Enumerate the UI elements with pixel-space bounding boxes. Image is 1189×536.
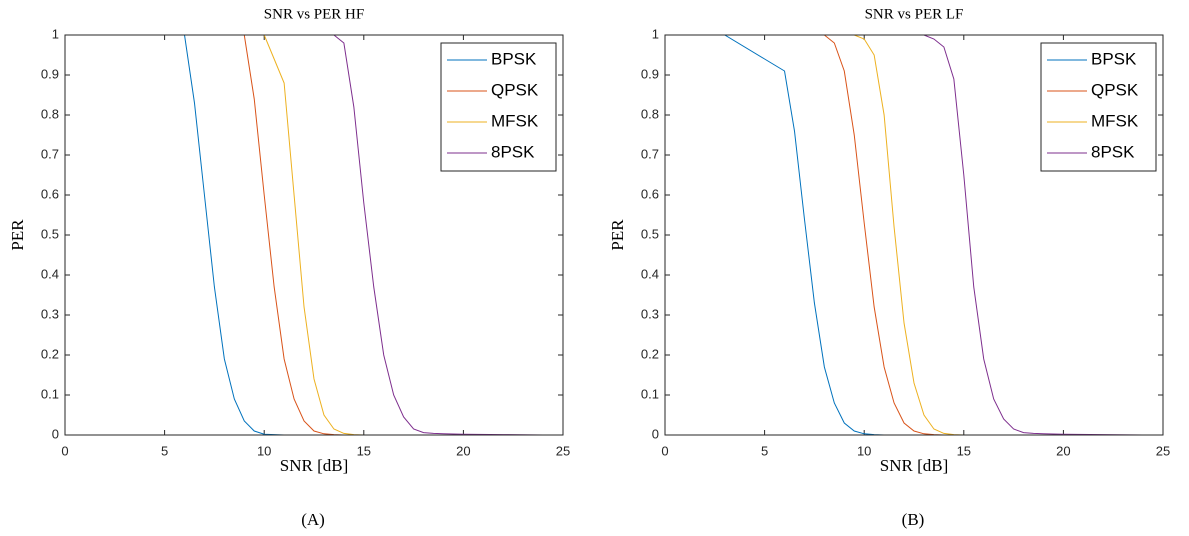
legend-label: MFSK xyxy=(1091,111,1139,130)
y-tick-label: 0 xyxy=(652,426,659,441)
x-tick-label: 25 xyxy=(556,443,570,458)
legend-label: MFSK xyxy=(491,111,539,130)
x-axis-label: SNR [dB] xyxy=(280,456,348,475)
x-tick-label: 0 xyxy=(61,443,68,458)
y-tick-label: 0.2 xyxy=(641,346,659,361)
y-tick-label: 0.7 xyxy=(41,146,59,161)
caption: (A) xyxy=(301,510,325,529)
legend-label: BPSK xyxy=(491,49,537,68)
chart-title: SNR vs PER LF xyxy=(865,6,964,22)
x-tick-label: 0 xyxy=(661,443,668,458)
caption: (B) xyxy=(902,510,925,529)
y-tick-label: 0.7 xyxy=(641,146,659,161)
legend-box xyxy=(440,42,557,172)
legend-label: QPSK xyxy=(491,80,539,99)
x-tick-label: 15 xyxy=(957,443,971,458)
legend-label: BPSK xyxy=(1091,49,1137,68)
y-tick-label: 0.9 xyxy=(641,66,659,81)
x-tick-label: 10 xyxy=(857,443,871,458)
y-tick-label: 0.6 xyxy=(41,186,59,201)
axes-box xyxy=(64,34,564,436)
y-tick-label: 0.2 xyxy=(41,346,59,361)
x-tick-label: 25 xyxy=(1156,443,1170,458)
chart-title: SNR vs PER HF xyxy=(264,6,364,22)
y-tick-label: 0.9 xyxy=(41,66,59,81)
x-tick-label: 10 xyxy=(257,443,271,458)
y-tick-label: 1 xyxy=(652,26,659,41)
y-tick-label: 0 xyxy=(52,426,59,441)
legend-label: 8PSK xyxy=(491,142,535,161)
y-tick-label: 0.1 xyxy=(641,386,659,401)
y-tick-label: 0.5 xyxy=(41,226,59,241)
legend-label: QPSK xyxy=(1091,80,1139,99)
y-tick-label: 0.8 xyxy=(41,106,59,121)
y-tick-label: 0.5 xyxy=(641,226,659,241)
y-axis-label: PER xyxy=(8,219,27,251)
legend-label: 8PSK xyxy=(1091,142,1135,161)
x-tick-label: 5 xyxy=(761,443,768,458)
axes-box xyxy=(664,34,1164,436)
y-tick-label: 0.8 xyxy=(641,106,659,121)
x-tick-label: 20 xyxy=(456,443,470,458)
x-axis-label: SNR [dB] xyxy=(880,456,948,475)
y-tick-label: 0.3 xyxy=(641,306,659,321)
y-tick-label: 0.6 xyxy=(641,186,659,201)
y-tick-label: 0.4 xyxy=(641,266,659,281)
y-tick-label: 0.1 xyxy=(41,386,59,401)
y-tick-label: 1 xyxy=(52,26,59,41)
y-tick-label: 0.4 xyxy=(41,266,59,281)
x-tick-label: 15 xyxy=(357,443,371,458)
x-tick-label: 5 xyxy=(161,443,168,458)
y-tick-label: 0.3 xyxy=(41,306,59,321)
y-axis-label: PER xyxy=(608,219,627,251)
x-tick-label: 20 xyxy=(1056,443,1070,458)
legend-box xyxy=(1040,42,1157,172)
